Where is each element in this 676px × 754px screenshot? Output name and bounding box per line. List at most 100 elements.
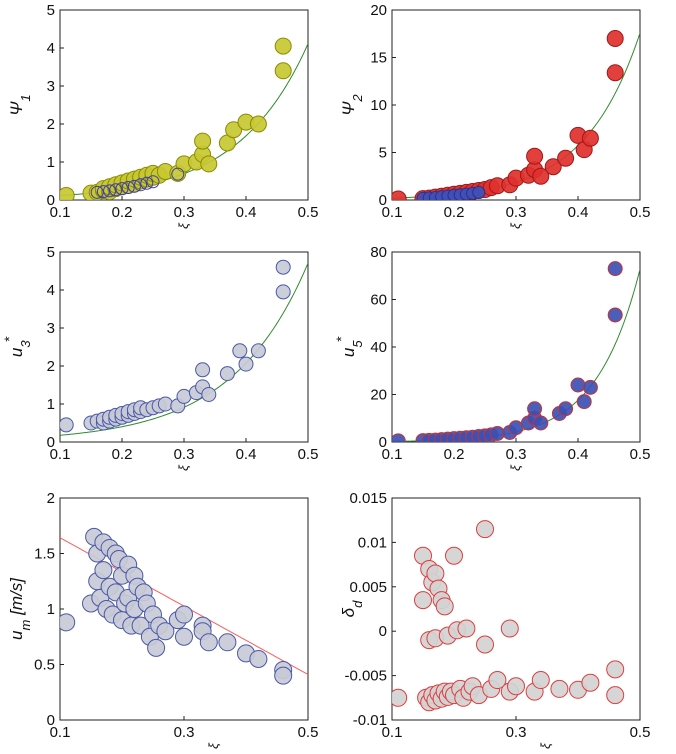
y-tick-label: 0.015 <box>349 490 387 507</box>
y-tick-label: 5 <box>379 145 387 162</box>
plot-frame <box>59 251 309 443</box>
y-tick-label: 2 <box>47 358 55 375</box>
x-tick-label: 0.5 <box>298 724 319 741</box>
data-point <box>275 259 291 275</box>
x-tick-label: 0.3 <box>174 724 195 741</box>
x-tick-label: 0.1 <box>382 724 403 741</box>
y-tick-label: 1.5 <box>34 546 55 563</box>
data-point <box>392 190 407 200</box>
y-axis-label: Ψ2 <box>339 94 365 116</box>
data-point <box>392 688 408 707</box>
data-point <box>582 379 598 395</box>
data-point <box>194 132 212 150</box>
data-point <box>232 343 248 359</box>
y-axis-label: um [m/s] <box>7 577 33 640</box>
data-point <box>127 179 141 193</box>
x-tick-label: 0.2 <box>444 204 465 221</box>
data-point <box>175 605 193 624</box>
data-point <box>60 613 76 632</box>
data-point <box>140 176 154 190</box>
data-point <box>238 356 254 372</box>
data-point <box>109 183 123 197</box>
y-tick-label: 0 <box>379 192 387 209</box>
y-tick-label: 1 <box>47 396 55 413</box>
y-tick-label: 40 <box>370 339 387 356</box>
x-tick-label: 0.1 <box>50 204 71 221</box>
data-point <box>274 666 293 685</box>
data-point <box>121 180 135 194</box>
y-tick-label: 3 <box>47 320 55 337</box>
y-tick-label: 0.5 <box>34 657 55 674</box>
y-tick-label: 5 <box>47 244 55 261</box>
data-point <box>435 597 454 616</box>
data-layer <box>60 37 308 200</box>
data-point <box>175 627 193 646</box>
data-point <box>134 178 148 192</box>
data-point <box>274 62 292 80</box>
data-point <box>157 396 173 412</box>
data-point <box>607 261 623 277</box>
data-point <box>508 420 524 436</box>
x-tick-label: 0.4 <box>568 204 589 221</box>
data-point <box>581 673 600 692</box>
x-tick-label: 0.5 <box>298 204 319 221</box>
data-point <box>249 115 267 133</box>
data-point <box>250 343 266 359</box>
y-tick-label: 5 <box>47 2 55 19</box>
data-point <box>414 591 432 610</box>
x-tick-label: 0.5 <box>298 446 319 463</box>
data-point <box>90 185 104 199</box>
y-tick-label: 60 <box>370 292 387 309</box>
chart-panel-5: 0 0.5 1 1.5 2 0.1 0.3 0.5 ξ um [m/s] <box>7 490 318 749</box>
data-point <box>606 686 625 705</box>
y-axis-label: u5* <box>333 336 365 357</box>
data-layer <box>60 527 308 685</box>
x-axis-label: ξ <box>176 464 191 471</box>
x-tick-label: 0.3 <box>174 204 195 221</box>
data-layer <box>392 261 640 442</box>
y-tick-label: 1 <box>47 601 55 618</box>
data-point <box>544 158 562 176</box>
data-point <box>94 561 113 580</box>
y-tick-label: 2 <box>47 490 55 507</box>
y-tick-label: 15 <box>370 50 387 67</box>
data-point <box>606 30 624 47</box>
data-point <box>526 147 544 165</box>
data-point <box>476 520 494 539</box>
data-point <box>146 175 160 189</box>
y-tick-label: 0.01 <box>358 534 387 551</box>
data-point <box>445 546 463 565</box>
data-point <box>156 622 175 641</box>
y-tick-label: 0 <box>379 434 387 451</box>
x-axis-label: ξ <box>538 742 553 749</box>
data-point <box>201 387 217 402</box>
data-point <box>60 186 75 200</box>
data-point <box>171 167 185 181</box>
x-tick-label: 0.3 <box>506 446 527 463</box>
x-axis-label: ξ <box>206 742 221 749</box>
y-tick-label: 4 <box>47 40 55 57</box>
y-axis-label: δd <box>339 600 365 617</box>
x-tick-label: 0.1 <box>382 446 403 463</box>
y-tick-label: 0.005 <box>349 579 387 596</box>
x-tick-label: 0.1 <box>50 446 71 463</box>
x-axis-label: ξ <box>176 222 191 229</box>
data-point <box>176 388 192 404</box>
x-tick-label: 0.3 <box>506 724 527 741</box>
data-point <box>531 671 550 690</box>
y-tick-label: 80 <box>370 244 387 261</box>
y-tick-label: 0 <box>47 712 55 729</box>
data-point <box>558 401 574 417</box>
chart-panel-6: -0.01 -0.005 0 0.005 0.01 0.015 0.1 0.3 0.5 ξ δd <box>339 490 650 749</box>
data-point <box>500 619 519 638</box>
y-axis-label: Ψ1 <box>7 94 33 115</box>
chart-panel-1: 0 1 2 3 4 5 0.1 0.2 0.3 0.4 0.5 ξ Ψ1 <box>7 2 318 229</box>
data-point <box>392 433 406 442</box>
y-tick-label: 20 <box>370 2 387 19</box>
data-point <box>488 671 507 690</box>
data-point <box>275 284 291 300</box>
data-point <box>489 425 505 441</box>
y-tick-label: -0.01 <box>353 712 387 729</box>
fit-curve <box>392 269 640 442</box>
